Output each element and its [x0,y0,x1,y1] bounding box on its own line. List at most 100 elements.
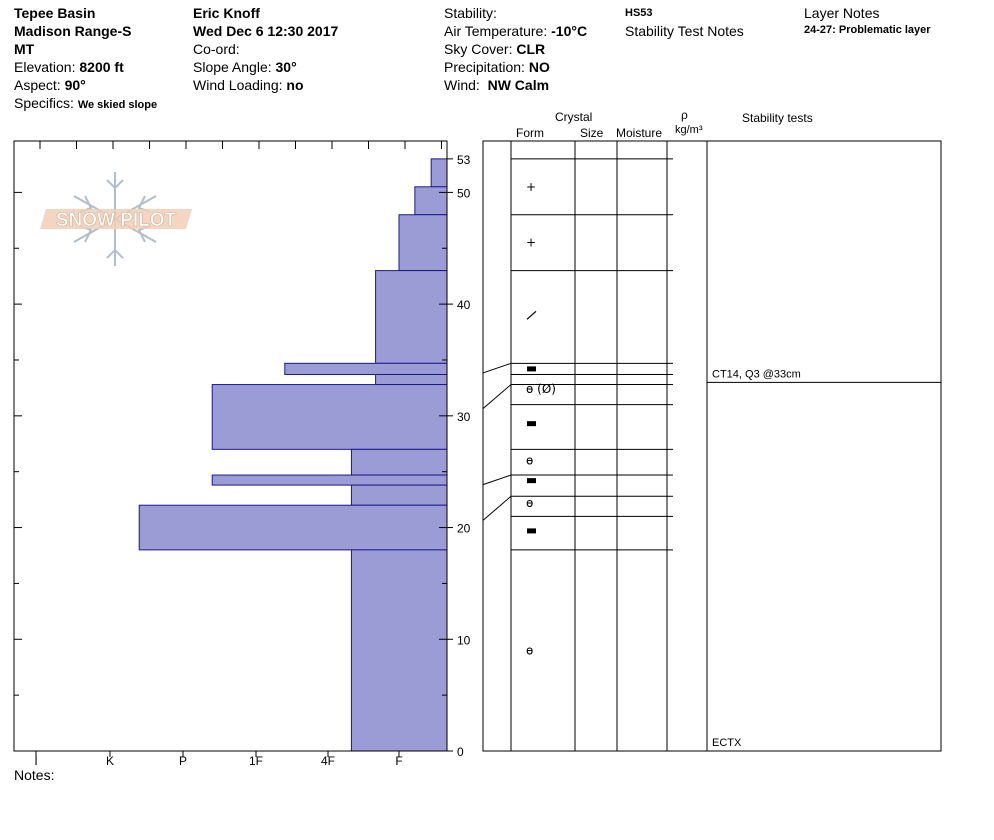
y-tick-label: 40 [457,298,471,312]
sky-value: CLR [516,41,546,57]
stability-line: Stability: [444,4,497,22]
wind-value: NW Calm [487,77,550,93]
x-tick-label: F [395,754,402,768]
hardness-bar [350,484,448,506]
notes-label: Notes: [14,767,55,783]
hardness-bar [398,214,448,272]
density-unit-header: kg/m³ [675,124,703,136]
crystal-form-symbol: ɵ (Ø) [526,382,556,396]
datetime-line: Wed Dec 6 12:30 2017 [193,22,338,40]
form-header: Form [516,126,544,140]
logo-banner [40,209,192,229]
aspect-line: Aspect: 90° [14,76,86,94]
hardness-bar [350,549,448,752]
aspect-value: 90° [64,77,86,93]
x-tick-label: K [106,754,114,768]
hardness-bar [138,504,448,551]
layer-notes-label: Layer Notes [804,5,880,21]
sky-label: Sky Cover: [444,41,513,57]
stability-notes-label: Stability Test Notes [625,23,744,39]
elevation-value: 8200 ft [79,59,124,75]
air-temp-line: Air Temperature: -10°C [444,22,587,40]
hardness-bar [414,186,448,216]
x-tick-label: 4F [321,754,335,768]
observer-line: Eric Knoff [193,4,260,22]
x-tick-label: 1F [249,754,263,768]
slope-line: Slope Angle: 30° [193,58,297,76]
hardness-bar [350,448,448,476]
y-tick-label: 20 [457,522,471,536]
specifics-label: Specifics: [14,95,74,111]
coord-line: Co-ord: [193,40,240,58]
x-tick-label: P [179,754,187,768]
air-temp-value: -10°C [551,23,588,39]
stability-test-label: ECTX [712,737,742,749]
hardness-frame [13,140,448,752]
hs-value: HS53 [625,7,653,19]
precip-value: NO [528,59,550,75]
wind-line: Wind: NW Calm [444,76,549,94]
layer-connector [482,495,512,521]
stability-label: Stability: [444,5,497,21]
y-tick-label: 10 [457,633,471,647]
hardness-bar [284,362,448,375]
crystal-form-symbol: ɵ [526,496,533,510]
crystal-form-symbol [527,366,536,372]
stability-test-label: CT14, Q3 @33cm [712,368,801,380]
hardness-bar [211,384,448,450]
crystal-form-symbol [526,310,537,320]
hardness-axis: I K P 1F 4F F [34,141,442,768]
layer-connector [482,474,512,486]
y-tick-label: 53 [457,153,471,167]
datetime: Wed Dec 6 12:30 2017 [193,23,339,39]
state: MT [14,41,35,57]
height-axis: 0 10 20 30 40 50 53 [14,153,471,759]
hardness-bar [375,373,448,386]
layer-connector [482,384,512,410]
elevation-line: Elevation: 8200 ft [14,58,124,76]
crystal-form-symbol: + [526,180,536,194]
y-tick-label: 30 [457,410,471,424]
y-tick-label: 0 [457,745,464,759]
wind-label: Wind: [444,77,480,93]
slope-value: 30° [275,59,297,75]
aspect-label: Aspect: [14,77,61,93]
moisture-header: Moisture [616,126,663,140]
elevation-label: Elevation: [14,59,76,75]
layer-connector [482,362,512,374]
specifics-line: Specifics: We skied slope [14,94,157,114]
rho-header: ρ [681,108,688,122]
hardness-bars [138,158,448,752]
stability-tests-header: Stability tests [742,111,813,125]
crystal-form-symbol [527,528,536,534]
air-temp-label: Air Temperature: [444,23,548,39]
hardness-bar [375,270,448,364]
wind-loading-label: Wind Loading: [193,77,283,93]
precip-line: Precipitation: NO [444,58,550,76]
state-line: MT [14,40,34,58]
crystal-form-symbol: + [526,236,536,250]
logo-text: SNOW PILOT [56,210,177,231]
sky-line: Sky Cover: CLR [444,40,545,58]
crystal-header: Crystal [555,110,593,124]
crystal-form-symbol: ɵ [526,643,533,657]
coord-label: Co-ord: [193,41,240,57]
specifics-value: We skied slope [77,99,158,111]
hardness-bar [211,474,448,486]
size-header: Size [580,126,604,140]
layer-note: 24-27: Problematic layer [804,24,931,36]
wind-loading-line: Wind Loading: no [193,76,304,94]
x-tick-label: I [34,754,37,768]
crystal-form-symbol [527,421,536,427]
y-tick-label: 50 [457,186,471,200]
location: Tepee Basin [14,5,96,21]
range: Madison Range-S [14,23,132,39]
hardness-bar [430,158,448,188]
location-line: Tepee Basin [14,4,95,22]
snowpilot-logo: SNOW PILOT [40,172,192,266]
layer-table: + + ɵ (Ø) ɵ ɵ ɵ CT14, Q3 @33cm ECTX [482,140,942,752]
wind-loading-value: no [286,77,304,93]
observer: Eric Knoff [193,5,260,21]
range-line: Madison Range-S [14,22,131,40]
